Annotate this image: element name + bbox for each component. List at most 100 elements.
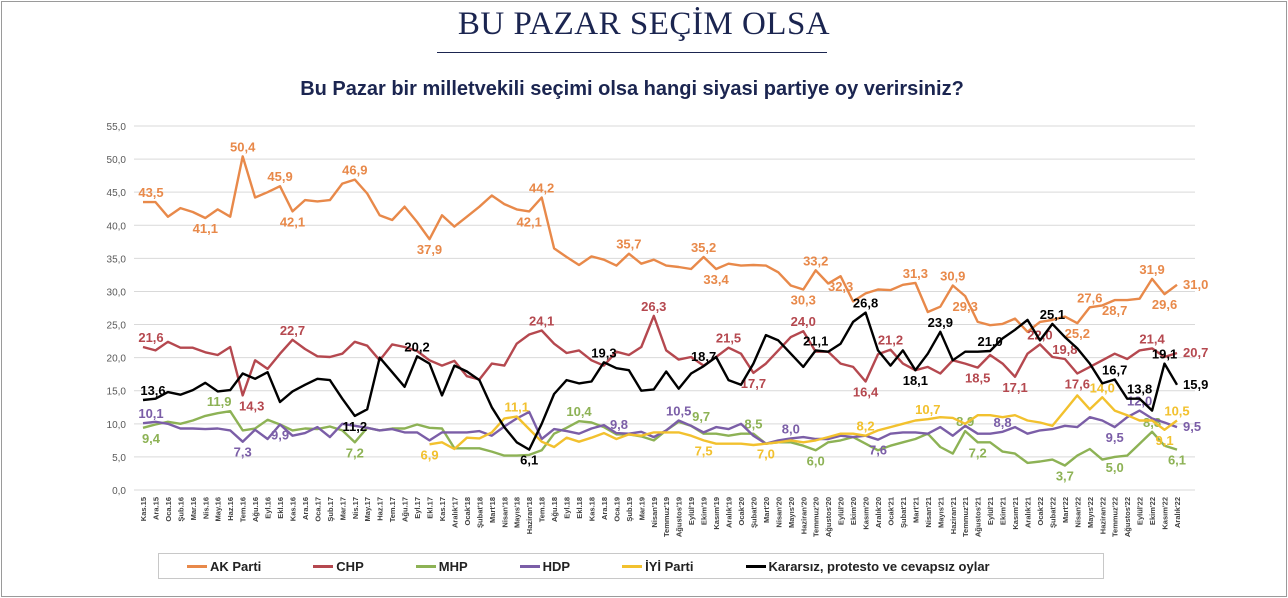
data-label: 26,3 xyxy=(641,299,666,314)
data-label: 8,8 xyxy=(1143,415,1161,430)
y-tick-label: 0,0 xyxy=(112,486,126,497)
chart-title: Bu Pazar bir milletvekili seçimi olsa ha… xyxy=(300,78,964,100)
data-label: 11,1 xyxy=(504,400,529,415)
x-tick-label: Nisan'21 xyxy=(924,497,933,528)
data-label: 27,6 xyxy=(1077,290,1102,305)
data-label: 42,1 xyxy=(517,214,542,229)
x-tick-label: Haziran'20 xyxy=(799,497,808,534)
x-tick-label: Ocak'22 xyxy=(1036,497,1045,525)
y-tick-label: 40,0 xyxy=(107,221,127,232)
x-tick-label: Şubat'18 xyxy=(475,497,484,528)
x-tick-label: Oca.17 xyxy=(313,497,322,522)
x-tick-label: Şub.16 xyxy=(176,497,185,522)
data-label: 10,1 xyxy=(138,406,163,421)
data-label: 25,2 xyxy=(1065,326,1090,341)
x-tick-label: Aralık'17 xyxy=(450,497,459,528)
legend-label: CHP xyxy=(336,558,364,574)
data-label: 9,9 xyxy=(271,427,289,442)
data-label: 18,1 xyxy=(903,373,928,388)
series-line-1 xyxy=(142,314,1178,397)
data-label: 7,2 xyxy=(346,445,364,460)
x-tick-label: Mayıs'18 xyxy=(513,497,522,528)
x-tick-label: Mart'20 xyxy=(762,497,771,523)
x-tick-label: Temmuz'21 xyxy=(961,497,970,537)
data-label: 5,0 xyxy=(1106,460,1124,475)
x-tick-label: Kasım'21 xyxy=(1011,497,1020,530)
y-tick-label: 35,0 xyxy=(107,254,127,265)
data-label: 41,1 xyxy=(193,221,218,236)
data-label: 42,1 xyxy=(280,214,305,229)
data-label: 14,0 xyxy=(1090,380,1115,395)
legend-label: İYİ Parti xyxy=(645,558,694,574)
y-tick-label: 50,0 xyxy=(107,155,127,166)
x-tick-label: Haziran'22 xyxy=(1098,497,1107,534)
x-tick-label: Eylül'21 xyxy=(986,497,995,525)
x-tick-label: May.17 xyxy=(363,497,372,521)
data-label: 30,3 xyxy=(791,292,816,307)
data-label: 7,5 xyxy=(695,443,713,458)
data-label: 35,2 xyxy=(691,240,716,255)
x-tick-label: Eyl.18 xyxy=(563,497,572,519)
data-label: 21,6 xyxy=(138,330,163,345)
x-tick-label: Ocak'20 xyxy=(737,497,746,525)
data-label: 31,0 xyxy=(1183,277,1208,292)
data-label: 8,9 xyxy=(956,414,974,429)
x-tick-label: Ağustos'22 xyxy=(1123,497,1132,537)
x-tick-label: Ekim'20 xyxy=(849,497,858,525)
series-line-3 xyxy=(142,409,1178,445)
legend-label: AK Parti xyxy=(210,558,262,574)
x-tick-label: Ağustos'19 xyxy=(675,497,684,537)
x-tick-label: Aralık'20 xyxy=(874,497,883,528)
legend: AK Parti CHP MHP HDP İYİ Parti Kararsız,… xyxy=(158,553,1104,579)
data-label: 21,0 xyxy=(977,334,1002,349)
x-tick-label: Eylül'22 xyxy=(1136,497,1145,525)
x-tick-label: Ağu.17 xyxy=(401,497,410,522)
x-tick-label: Ara.16 xyxy=(301,497,310,520)
data-label: 24,0 xyxy=(791,314,816,329)
legend-label: Kararsız, protesto ve cevapsız oylar xyxy=(768,558,990,574)
x-tick-label: Haz.16 xyxy=(226,497,235,521)
x-tick-label: Tem.16 xyxy=(239,497,248,522)
data-label: 50,4 xyxy=(230,139,256,154)
x-tick-label: Ocak'21 xyxy=(886,497,895,525)
data-label: 7,6 xyxy=(869,443,887,458)
data-label: 25,1 xyxy=(1040,307,1065,322)
data-label: 10,7 xyxy=(915,402,940,417)
x-tick-label: Ara.18 xyxy=(600,497,609,520)
data-label: 7,0 xyxy=(757,447,775,462)
data-label: 8,2 xyxy=(857,419,875,434)
x-tick-label: Eylül'19 xyxy=(687,497,696,525)
data-label: 35,7 xyxy=(616,237,641,252)
legend-item-kararsiz: Kararsız, protesto ve cevapsız oylar xyxy=(745,558,990,574)
x-tick-label: Nisan'20 xyxy=(774,497,783,528)
data-label: 18,5 xyxy=(965,371,990,386)
x-tick-label: Ağu.18 xyxy=(550,497,559,522)
data-label: 9,4 xyxy=(142,431,161,446)
x-tick-label: Kas.18 xyxy=(587,497,596,521)
x-tick-label: Şubat'21 xyxy=(899,497,908,528)
y-tick-label: 10,0 xyxy=(107,420,127,431)
x-tick-label: Ekl.17 xyxy=(426,497,435,519)
data-label: 6,0 xyxy=(807,453,825,468)
x-tick-label: Tem.18 xyxy=(538,497,547,522)
data-label: 11,2 xyxy=(342,419,367,434)
x-tick-label: Nisan'22 xyxy=(1073,497,1082,528)
x-tick-label: Mar.19 xyxy=(637,497,646,520)
data-label: 18,7 xyxy=(691,349,716,364)
x-tick-label: Haziran'21 xyxy=(949,497,958,534)
x-tick-label: Ekl.16 xyxy=(276,497,285,519)
x-tick-label: Aralık'19 xyxy=(725,497,734,528)
page-title: BU PAZAR SEÇİM OLSA xyxy=(457,6,831,42)
x-tick-label: Nis.17 xyxy=(351,497,360,519)
data-label: 37,9 xyxy=(417,242,442,257)
data-label: 21,1 xyxy=(803,333,828,348)
data-label: 17,7 xyxy=(741,376,766,391)
legend-swatch xyxy=(519,564,540,568)
legend-swatch xyxy=(313,564,334,568)
x-tick-label: Temmuz'20 xyxy=(812,497,821,537)
x-tick-label: Ekim'22 xyxy=(1148,497,1157,525)
x-tick-label: Mart'22 xyxy=(1061,497,1070,523)
legend-swatch xyxy=(187,564,207,568)
